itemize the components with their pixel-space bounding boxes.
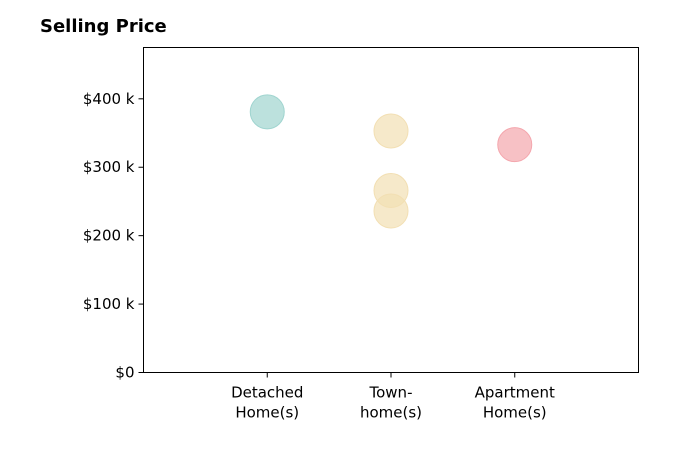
data-point: [249, 94, 285, 130]
y-tick-label: $100 k: [83, 295, 135, 313]
data-point: [373, 113, 409, 149]
x-tick-label: Apartment Home(s): [475, 384, 555, 422]
y-tick-label: $300 k: [83, 158, 135, 176]
data-point: [373, 193, 409, 229]
y-tick-label: $0: [115, 364, 134, 382]
x-tick-label: Detached Home(s): [231, 384, 303, 422]
data-point: [497, 127, 533, 163]
y-tick-label: $200 k: [83, 227, 135, 245]
data-points: [249, 94, 533, 229]
x-tick-label: Town-home(s): [360, 384, 422, 422]
chart-title: Selling Price: [40, 16, 167, 37]
y-tick-label: $400 k: [83, 90, 135, 108]
x-axis: Detached Home(s) Town-home(s) Apartment Home…: [231, 372, 555, 422]
y-axis: $0 $100 k $200 k $300 k $400 k: [83, 90, 144, 382]
